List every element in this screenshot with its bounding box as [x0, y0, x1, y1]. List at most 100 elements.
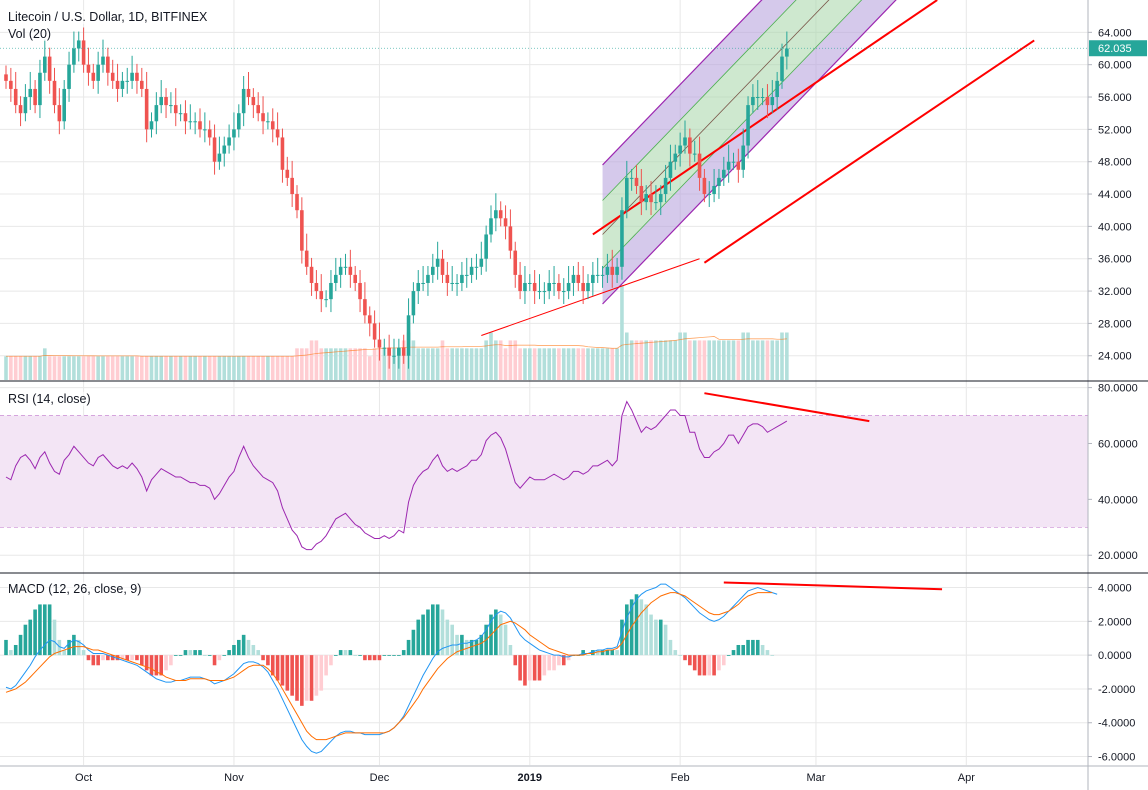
macd-histogram-bar — [464, 639, 469, 656]
macd-histogram-bar — [494, 609, 498, 656]
macd-histogram-bar — [72, 634, 76, 656]
candle-body — [503, 218, 508, 227]
macd-histogram-bar — [431, 604, 435, 656]
candle-body — [387, 347, 391, 356]
candle-body — [455, 282, 459, 284]
candle-body — [96, 64, 100, 81]
macd-histogram-bar — [159, 655, 163, 676]
candle-body — [52, 80, 57, 106]
volume-bar — [149, 356, 154, 380]
macd-histogram-bar — [232, 644, 236, 656]
volume-bar — [755, 340, 760, 380]
macd-histogram-bar — [256, 650, 260, 656]
volume-bar — [28, 356, 33, 380]
candle-body — [392, 355, 396, 357]
candle-body — [668, 161, 673, 178]
volume-bar — [489, 332, 493, 380]
volume-bar — [634, 340, 639, 380]
macd-histogram-bar — [692, 655, 697, 671]
volume-bar — [23, 356, 28, 380]
volume-label[interactable]: Vol (20) — [8, 27, 52, 41]
candle-body — [431, 266, 435, 275]
volume-bar — [702, 340, 707, 380]
volume-bar — [329, 348, 333, 380]
candle-body — [309, 266, 314, 283]
candle-body — [198, 121, 202, 130]
volume-bar — [246, 356, 251, 380]
macd-axis-tick-label: -6.0000 — [1098, 752, 1135, 764]
volume-bar — [91, 356, 96, 380]
macd-histogram-bar — [639, 599, 644, 656]
macd-histogram-bar — [707, 655, 712, 676]
macd-histogram-bar — [198, 650, 202, 656]
candle-body — [319, 291, 324, 300]
macd-histogram-bar — [222, 655, 227, 656]
volume-bar — [484, 340, 488, 380]
macd-histogram-bar — [251, 644, 256, 656]
macd-histogram-bar — [722, 655, 726, 666]
volume-bar — [115, 356, 120, 380]
price-axis-tick-label: 40.000 — [1098, 221, 1132, 233]
volume-bar — [605, 348, 610, 380]
volume-bar — [270, 356, 275, 380]
candle-body — [712, 185, 716, 195]
time-axis-tick-label: Oct — [75, 772, 92, 784]
volume-bar — [683, 332, 687, 380]
volume-bar — [188, 356, 193, 380]
candle-body — [634, 177, 639, 186]
volume-bar — [18, 356, 23, 380]
volume-bar — [9, 356, 13, 380]
volume-bar — [154, 356, 159, 380]
volume-bar — [261, 356, 265, 380]
macd-histogram-bar — [140, 655, 144, 666]
candle-body — [300, 210, 304, 251]
volume-bar — [125, 356, 130, 380]
macd-histogram-bar — [450, 624, 454, 656]
macd-histogram-bar — [726, 655, 731, 656]
macd-histogram-bar — [649, 614, 653, 656]
macd-histogram-bar — [668, 639, 673, 656]
macd-label[interactable]: MACD (12, 26, close, 9) — [8, 582, 142, 596]
candle-body — [193, 121, 197, 123]
price-axis-tick-label: 24.000 — [1098, 351, 1132, 363]
macd-axis-tick-label: 4.0000 — [1098, 583, 1132, 595]
macd-histogram-bar — [460, 634, 464, 656]
volume-bar — [81, 356, 86, 380]
macd-histogram-bar — [552, 655, 556, 671]
candle-body — [780, 56, 784, 81]
macd-histogram-bar — [532, 655, 537, 681]
volume-bar — [309, 340, 314, 380]
volume-bar — [542, 348, 547, 380]
volume-bar — [237, 356, 241, 380]
candle-body — [270, 121, 275, 130]
volume-bar — [445, 348, 450, 380]
macd-histogram-bar — [358, 655, 362, 656]
volume-bar — [232, 356, 236, 380]
time-axis-tick-label: Mar — [806, 772, 825, 784]
candle-body — [731, 161, 736, 163]
macd-histogram-bar — [615, 650, 619, 656]
macd-histogram-bar — [731, 650, 736, 656]
volume-bar — [57, 356, 62, 380]
symbol-title[interactable]: Litecoin / U.S. Dollar, 1D, BITFINEX — [8, 10, 208, 24]
candle-body — [4, 74, 8, 81]
candle-body — [566, 282, 571, 292]
rsi-label[interactable]: RSI (14, close) — [8, 392, 91, 406]
macd-histogram-bar — [658, 619, 663, 656]
candle-body — [513, 250, 518, 275]
macd-histogram-bar — [227, 650, 231, 656]
volume-bar — [251, 356, 256, 380]
volume-bar — [348, 348, 353, 380]
macd-histogram-bar — [33, 609, 37, 656]
volume-bar — [86, 356, 91, 380]
macd-histogram-bar — [280, 655, 285, 686]
volume-bar — [474, 348, 479, 380]
macd-histogram-bar — [261, 655, 265, 661]
candle-body — [649, 194, 653, 203]
candle-body — [130, 72, 134, 81]
volume-bar — [135, 356, 139, 380]
volume-bar — [785, 332, 789, 380]
volume-bar — [367, 356, 372, 380]
macd-histogram-bar — [314, 655, 319, 696]
candle-body — [353, 274, 357, 283]
